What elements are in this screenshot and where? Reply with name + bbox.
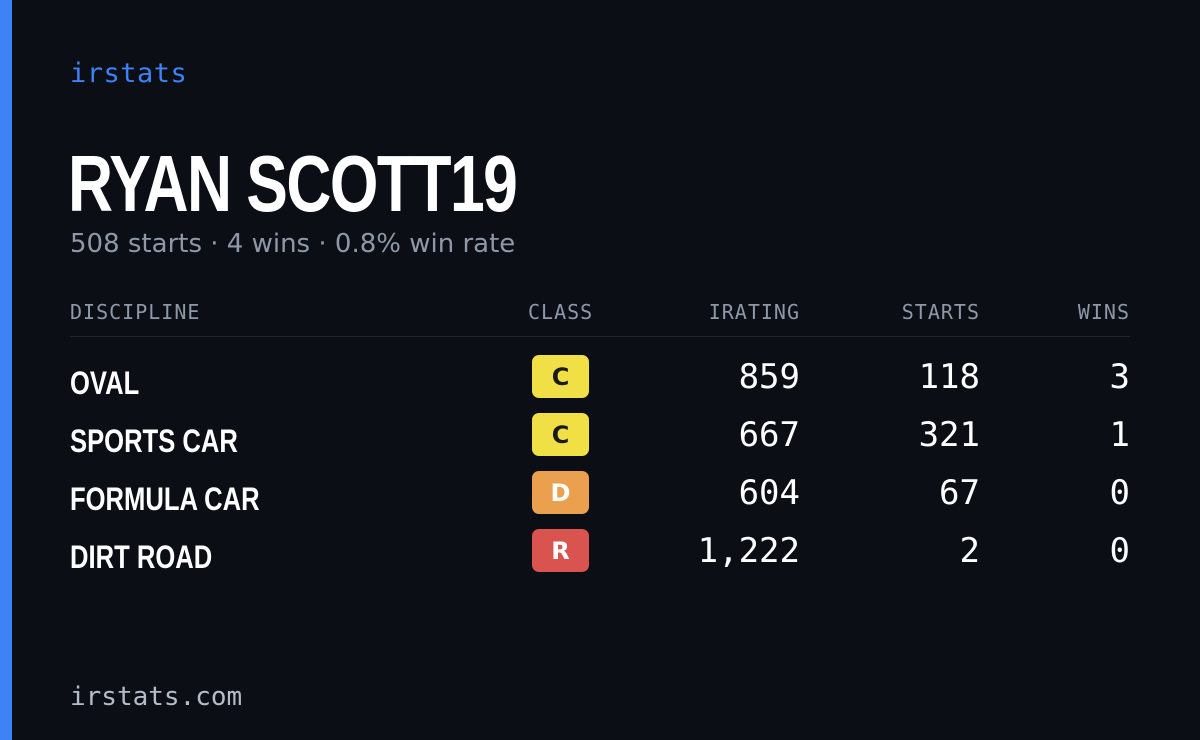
header-class: CLASS xyxy=(528,300,594,324)
license-class-badge: C xyxy=(532,355,589,398)
license-class-badge: C xyxy=(532,413,589,456)
player-summary: 508 starts · 4 wins · 0.8% win rate xyxy=(70,229,516,259)
starts-value: 321 xyxy=(918,415,980,455)
accent-bar xyxy=(0,0,12,740)
header-wins: WINS xyxy=(1077,300,1130,324)
header-irating: IRATING xyxy=(708,300,800,324)
starts-value: 67 xyxy=(939,473,980,513)
footer-url: irstats.com xyxy=(70,682,243,712)
starts-value: 2 xyxy=(959,531,980,571)
table-row: OVAL C 859 118 3 xyxy=(70,353,1130,411)
table-row: SPORTS CAR C 667 321 1 xyxy=(70,411,1130,469)
starts-value: 118 xyxy=(918,357,980,397)
table-body: OVAL C 859 118 3 SPORTS CAR C 667 321 1 … xyxy=(70,337,1130,585)
header-discipline: DISCIPLINE xyxy=(70,300,201,324)
irating-value: 667 xyxy=(738,415,800,455)
wins-value: 3 xyxy=(1109,357,1130,397)
irating-value: 859 xyxy=(738,357,800,397)
irating-value: 604 xyxy=(738,473,800,513)
wins-value: 0 xyxy=(1109,473,1130,513)
license-class-badge: D xyxy=(532,471,589,514)
discipline-name: DIRT ROAD xyxy=(70,539,213,575)
table-row: FORMULA CAR D 604 67 0 xyxy=(70,469,1130,527)
brand-logo: irstats xyxy=(70,58,188,89)
table-row: DIRT ROAD R 1,222 2 0 xyxy=(70,527,1130,585)
wins-value: 0 xyxy=(1109,531,1130,571)
header-starts: STARTS xyxy=(901,300,980,324)
license-class-badge: R xyxy=(532,529,589,572)
wins-value: 1 xyxy=(1109,415,1130,455)
discipline-name: SPORTS CAR xyxy=(70,423,238,459)
table-header: DISCIPLINE CLASS IRATING STARTS WINS xyxy=(70,296,1130,337)
discipline-name: OVAL xyxy=(70,365,140,401)
discipline-name: FORMULA CAR xyxy=(70,481,260,517)
player-name: RYAN SCOTT19 xyxy=(68,139,518,228)
stats-table: DISCIPLINE CLASS IRATING STARTS WINS OVA… xyxy=(70,296,1130,585)
irating-value: 1,222 xyxy=(697,531,800,571)
